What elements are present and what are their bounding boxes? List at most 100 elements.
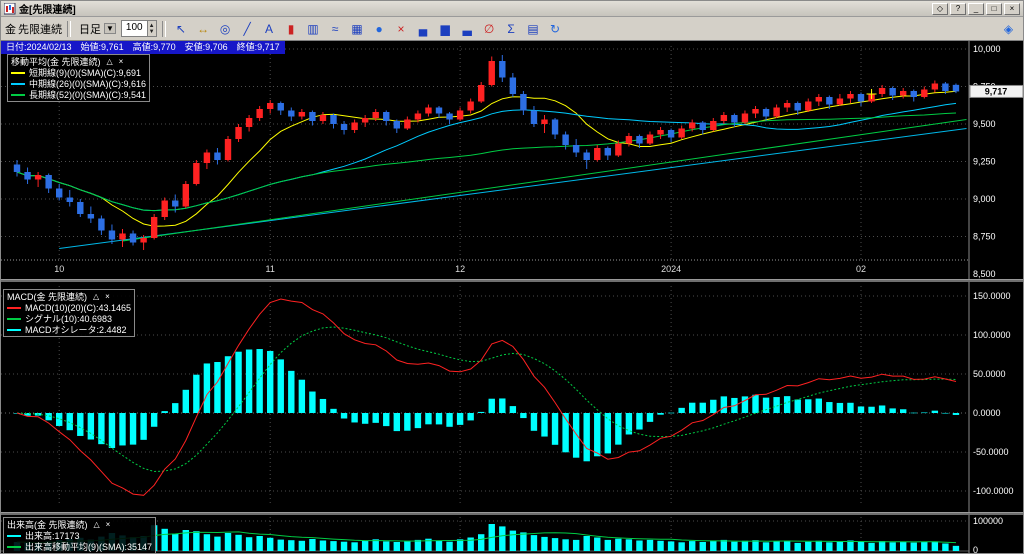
- cursor-tool-button[interactable]: ↖: [170, 18, 192, 39]
- volume-bar: [625, 539, 633, 551]
- link-window-button[interactable]: ◇: [932, 2, 948, 15]
- zoom-tool-button[interactable]: ◎: [214, 18, 236, 39]
- draw-line-tool-button[interactable]: ╱: [236, 18, 258, 39]
- macd-histogram-bar: [66, 413, 73, 431]
- candle-body: [572, 145, 580, 153]
- indicator-histogram-1-button[interactable]: ▄: [412, 18, 434, 39]
- volume-bar: [372, 539, 379, 551]
- pan-tool-button[interactable]: ↔: [192, 18, 214, 39]
- volume-bar: [499, 526, 506, 551]
- candle-body: [425, 107, 432, 114]
- macd-chart[interactable]: 150.0000 100.0000 50.0000 0.0000 -50.0000 -10…: [1, 282, 1024, 512]
- macd-histogram-bar: [889, 408, 896, 413]
- legend-close-button[interactable]: ×: [118, 56, 124, 66]
- legend-item: シグナル(10):40.6983: [7, 313, 131, 324]
- volume-bar: [636, 540, 643, 551]
- macd-histogram-bar: [277, 359, 284, 413]
- chart-area[interactable]: 日付:2024/02/13 始値:9,761 高値:9,770 安値:9,706…: [1, 41, 1024, 553]
- volume-bar: [193, 531, 200, 551]
- candle-body: [530, 110, 538, 124]
- legend-close-button[interactable]: ×: [105, 519, 111, 529]
- legend-collapse-button[interactable]: △: [93, 519, 100, 529]
- window-buttons: ◇? _ □ ×: [932, 2, 1020, 15]
- trendline[interactable]: [122, 119, 967, 242]
- legend-close-button[interactable]: ×: [105, 291, 110, 301]
- minimize-button[interactable]: _: [968, 2, 984, 15]
- legend-collapse-button[interactable]: △: [106, 56, 113, 66]
- clear-overlay-button[interactable]: ∅: [478, 18, 500, 39]
- indicator-histogram-3-button[interactable]: ▃: [456, 18, 478, 39]
- macd-histogram-bar: [298, 379, 306, 413]
- legend-item: 中期線(26)(0)(SMA)(C):9,616: [11, 78, 146, 89]
- candle-body: [361, 118, 369, 123]
- zoom-tool-icon: ◎: [219, 21, 231, 36]
- volume-bar: [404, 540, 411, 551]
- volume-bar: [309, 539, 316, 551]
- candle-body: [330, 115, 337, 124]
- title-bar[interactable]: 金[先限連続] ◇? _ □ ×: [1, 1, 1023, 17]
- candle-body: [309, 112, 316, 121]
- macd-histogram-bar: [77, 413, 84, 436]
- grid-toggle-button[interactable]: ▦: [346, 18, 368, 39]
- macd-legend: MACD(金 先限連続) △ × MACD(10)(20)(C):43.1465 シグナ…: [3, 289, 136, 337]
- candle-body: [805, 101, 812, 111]
- bar-chart-type-button[interactable]: ▥: [302, 18, 324, 39]
- stats-indicator-button[interactable]: Σ: [500, 18, 522, 39]
- refresh-button[interactable]: ↻: [544, 18, 566, 39]
- maximize-button[interactable]: □: [986, 2, 1002, 15]
- volume-bar: [256, 536, 263, 551]
- layers-panel-button[interactable]: ▤: [522, 18, 544, 39]
- macd-histogram-bar: [56, 413, 63, 426]
- volume-bar: [161, 528, 168, 551]
- period-dropdown[interactable]: 日足 ▼: [76, 20, 119, 38]
- volume-bar: [762, 542, 770, 551]
- volume-bar: [425, 538, 432, 551]
- ohlc-info-bar: 日付:2024/02/13 始値:9,761 高値:9,770 安値:9,706…: [1, 41, 285, 54]
- candle-body: [836, 98, 844, 105]
- close-button[interactable]: ×: [1004, 2, 1020, 15]
- legend-item-label: 中期線(26)(0)(SMA)(C):9,616: [29, 79, 147, 89]
- line-chart-type-icon: ≈: [331, 21, 339, 36]
- settings-button[interactable]: ◈: [998, 18, 1019, 39]
- macd-histogram-bar: [689, 402, 696, 413]
- macd-histogram-bar: [435, 413, 443, 425]
- indicator-histogram-2-button[interactable]: ▆: [434, 18, 456, 39]
- volume-bar: [340, 541, 348, 551]
- volume-bar: [172, 533, 179, 551]
- macd-histogram-bar: [267, 350, 274, 413]
- legend-item: 出来高:17173: [7, 530, 152, 541]
- info-high: 高値:9,770: [132, 42, 176, 52]
- panel-splitter[interactable]: [1, 279, 1023, 282]
- help-button[interactable]: ?: [950, 2, 966, 15]
- bars-count-spinner[interactable]: 100 ▲ ▼: [120, 20, 157, 37]
- spinner-arrows-icon[interactable]: ▲ ▼: [146, 21, 156, 36]
- macd-histogram-bar: [878, 405, 886, 413]
- delete-indicator-button[interactable]: ×: [390, 18, 412, 39]
- volume-bar: [203, 534, 211, 551]
- legend-swatch: [11, 93, 25, 96]
- web-link-button[interactable]: ●: [368, 18, 390, 39]
- macd-axis-label: 100.0000: [973, 330, 1011, 340]
- macd-histogram-bar: [182, 389, 189, 413]
- line-chart-type-button[interactable]: ≈: [324, 18, 346, 39]
- text-tool-button[interactable]: A: [258, 18, 280, 39]
- volume-bar: [678, 542, 685, 551]
- x-axis-label: 2024: [661, 264, 681, 274]
- volume-bar: [731, 541, 738, 551]
- candle-body: [847, 94, 854, 99]
- macd-histogram-bar: [467, 413, 474, 421]
- legend-collapse-button[interactable]: △: [93, 291, 100, 301]
- candle-body: [214, 152, 221, 160]
- legend-item-label: MACD(10)(20)(C):43.1465: [25, 302, 132, 313]
- candle-body: [667, 130, 675, 138]
- volume-bar: [562, 539, 569, 551]
- volume-bar: [319, 540, 327, 551]
- panel-splitter[interactable]: [1, 512, 1023, 515]
- candle-chart-type-button[interactable]: ▮: [280, 18, 302, 39]
- candle-body: [878, 88, 886, 94]
- price-chart[interactable]: 10,0009,7509,5009,2509,0008,7508,5001011…: [1, 41, 1024, 279]
- macd-histogram-bar: [562, 413, 569, 453]
- candle-body: [245, 118, 253, 127]
- volume-bar: [868, 542, 875, 551]
- candle-body: [752, 109, 759, 114]
